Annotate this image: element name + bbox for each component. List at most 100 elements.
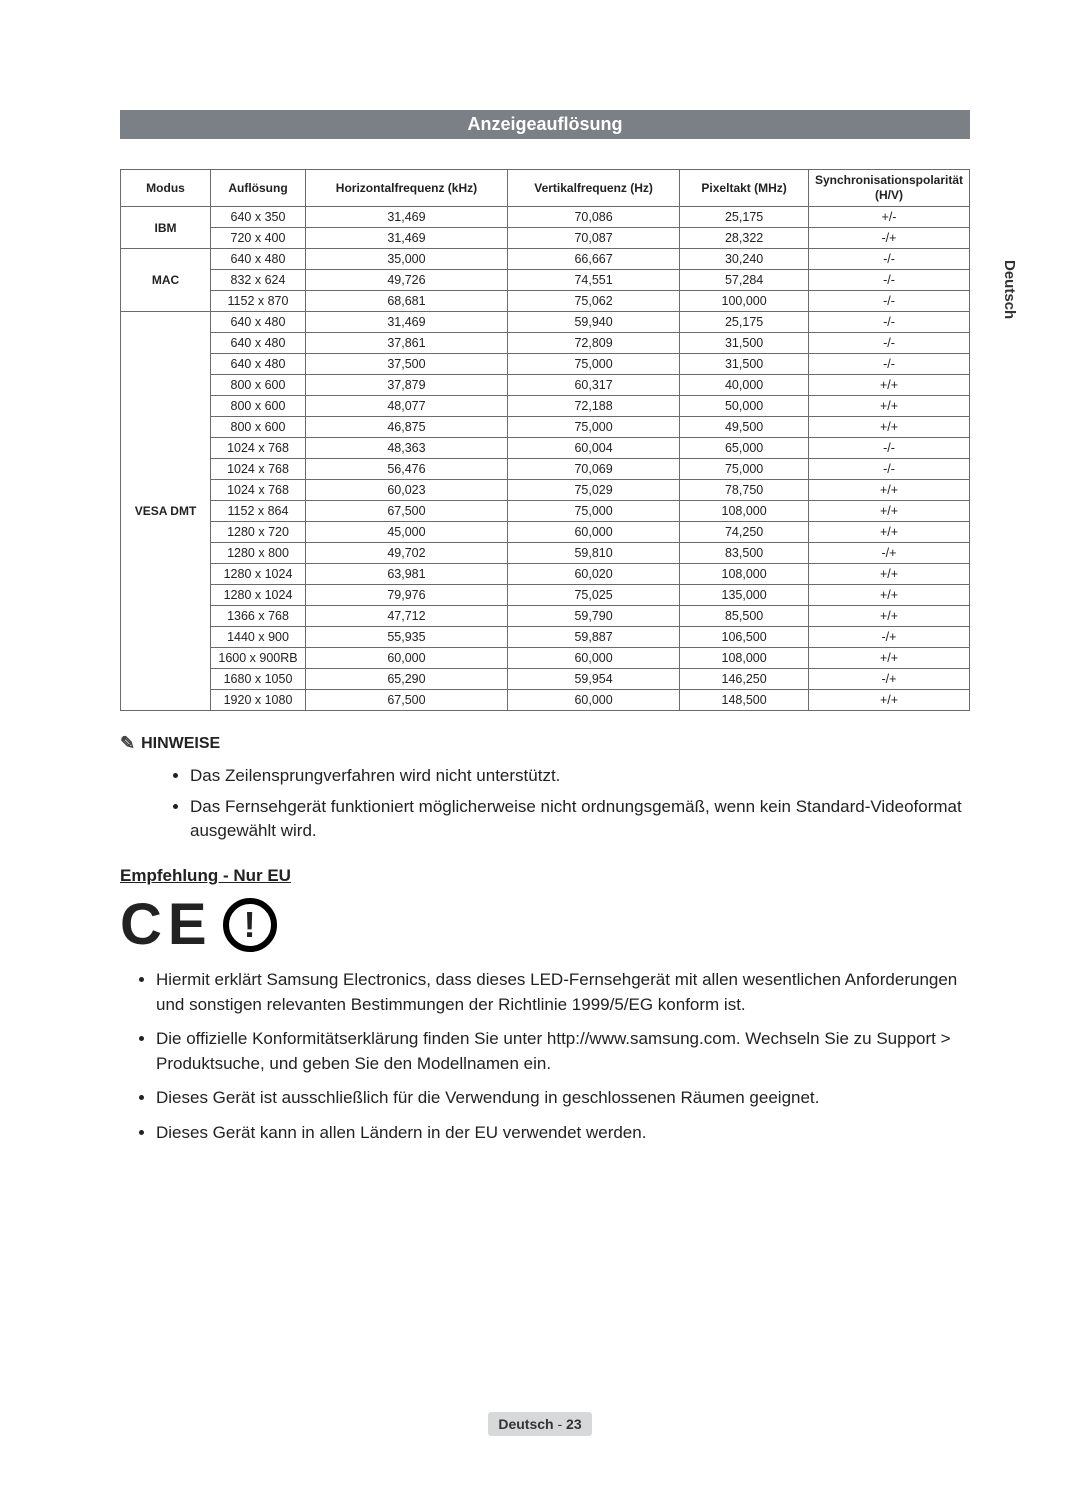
cell-s: -/- — [808, 291, 969, 312]
cell-p: 57,284 — [680, 270, 809, 291]
cell-v: 72,188 — [507, 396, 679, 417]
cell-v: 72,809 — [507, 333, 679, 354]
th-modus: Modus — [121, 170, 211, 207]
table-row: 1680 x 105065,29059,954146,250-/+ — [121, 669, 970, 690]
cell-h: 37,861 — [306, 333, 508, 354]
table-row: 1280 x 80049,70259,81083,500-/+ — [121, 543, 970, 564]
alert-circle-icon: ! — [223, 898, 277, 952]
cell-res: 640 x 480 — [211, 354, 306, 375]
ce-mark-row: C‎E ! — [120, 896, 970, 954]
table-row: 1366 x 76847,71259,79085,500+/+ — [121, 606, 970, 627]
cell-v: 59,940 — [507, 312, 679, 333]
cell-res: 1680 x 1050 — [211, 669, 306, 690]
cell-h: 55,935 — [306, 627, 508, 648]
cell-s: -/- — [808, 333, 969, 354]
cell-res: 1280 x 720 — [211, 522, 306, 543]
cell-s: +/+ — [808, 396, 969, 417]
cell-h: 56,476 — [306, 459, 508, 480]
table-head: Modus Auflösung Horizontalfrequenz (kHz)… — [121, 170, 970, 207]
cell-h: 37,879 — [306, 375, 508, 396]
cell-res: 832 x 624 — [211, 270, 306, 291]
table-row: 1280 x 102463,98160,020108,000+/+ — [121, 564, 970, 585]
th-vfreq: Vertikalfrequenz (Hz) — [507, 170, 679, 207]
cell-s: +/+ — [808, 585, 969, 606]
cell-res: 640 x 480 — [211, 312, 306, 333]
cell-res: 1152 x 870 — [211, 291, 306, 312]
cell-s: -/+ — [808, 627, 969, 648]
table-row: 1280 x 72045,00060,00074,250+/+ — [121, 522, 970, 543]
cell-v: 75,000 — [507, 354, 679, 375]
recommendation-item: Dieses Gerät ist ausschließlich für die … — [156, 1086, 970, 1111]
cell-h: 48,363 — [306, 438, 508, 459]
resolution-table: Modus Auflösung Horizontalfrequenz (kHz)… — [120, 169, 970, 711]
cell-s: +/- — [808, 207, 969, 228]
cell-p: 31,500 — [680, 354, 809, 375]
table-row: MAC640 x 48035,00066,66730,240-/- — [121, 249, 970, 270]
table-row: 1024 x 76848,36360,00465,000-/- — [121, 438, 970, 459]
cell-res: 1280 x 800 — [211, 543, 306, 564]
cell-s: -/+ — [808, 543, 969, 564]
mode-cell: IBM — [121, 207, 211, 249]
section-banner: Anzeigeauflösung — [120, 110, 970, 139]
cell-res: 1600 x 900RB — [211, 648, 306, 669]
table-row: 1600 x 900RB60,00060,000108,000+/+ — [121, 648, 970, 669]
cell-res: 1280 x 1024 — [211, 585, 306, 606]
cell-p: 74,250 — [680, 522, 809, 543]
cell-v: 60,000 — [507, 690, 679, 711]
cell-p: 108,000 — [680, 501, 809, 522]
cell-h: 31,469 — [306, 228, 508, 249]
cell-s: +/+ — [808, 690, 969, 711]
footer-lang: Deutsch — [498, 1416, 553, 1432]
cell-s: -/- — [808, 438, 969, 459]
cell-h: 60,023 — [306, 480, 508, 501]
recommendation-item: Die offizielle Konformitätserklärung fin… — [156, 1027, 970, 1076]
cell-h: 68,681 — [306, 291, 508, 312]
table-row: 720 x 40031,46970,08728,322-/+ — [121, 228, 970, 249]
th-sync: Synchronisationspolarität (H/V) — [808, 170, 969, 207]
cell-p: 65,000 — [680, 438, 809, 459]
cell-p: 83,500 — [680, 543, 809, 564]
cell-res: 640 x 350 — [211, 207, 306, 228]
recommendation-heading: Empfehlung - Nur EU — [120, 866, 970, 886]
cell-s: +/+ — [808, 564, 969, 585]
cell-v: 70,087 — [507, 228, 679, 249]
cell-res: 800 x 600 — [211, 396, 306, 417]
cell-v: 75,062 — [507, 291, 679, 312]
cell-s: -/- — [808, 459, 969, 480]
cell-h: 31,469 — [306, 312, 508, 333]
cell-p: 49,500 — [680, 417, 809, 438]
cell-h: 67,500 — [306, 690, 508, 711]
cell-v: 59,954 — [507, 669, 679, 690]
cell-h: 60,000 — [306, 648, 508, 669]
cell-h: 48,077 — [306, 396, 508, 417]
cell-s: -/+ — [808, 669, 969, 690]
cell-p: 135,000 — [680, 585, 809, 606]
cell-s: -/- — [808, 312, 969, 333]
cell-p: 100,000 — [680, 291, 809, 312]
cell-v: 66,667 — [507, 249, 679, 270]
cell-p: 25,175 — [680, 207, 809, 228]
cell-res: 800 x 600 — [211, 375, 306, 396]
cell-h: 45,000 — [306, 522, 508, 543]
cell-s: +/+ — [808, 417, 969, 438]
table-row: 1920 x 108067,50060,000148,500+/+ — [121, 690, 970, 711]
table-row: 1152 x 86467,50075,000108,000+/+ — [121, 501, 970, 522]
cell-p: 30,240 — [680, 249, 809, 270]
hinweise-heading: ✎ HINWEISE — [120, 733, 970, 754]
cell-v: 70,069 — [507, 459, 679, 480]
table-row: 800 x 60048,07772,18850,000+/+ — [121, 396, 970, 417]
cell-res: 1920 x 1080 — [211, 690, 306, 711]
cell-p: 108,000 — [680, 564, 809, 585]
cell-h: 37,500 — [306, 354, 508, 375]
cell-s: +/+ — [808, 375, 969, 396]
cell-s: -/- — [808, 249, 969, 270]
page: Deutsch Anzeigeauflösung Modus Auflösung… — [0, 0, 1080, 1494]
mode-cell: VESA DMT — [121, 312, 211, 711]
cell-p: 85,500 — [680, 606, 809, 627]
recommendation-list: Hiermit erklärt Samsung Electronics, das… — [156, 968, 970, 1146]
cell-h: 79,976 — [306, 585, 508, 606]
table-row: 640 x 48037,50075,00031,500-/- — [121, 354, 970, 375]
cell-v: 60,020 — [507, 564, 679, 585]
cell-res: 1366 x 768 — [211, 606, 306, 627]
cell-res: 1152 x 864 — [211, 501, 306, 522]
